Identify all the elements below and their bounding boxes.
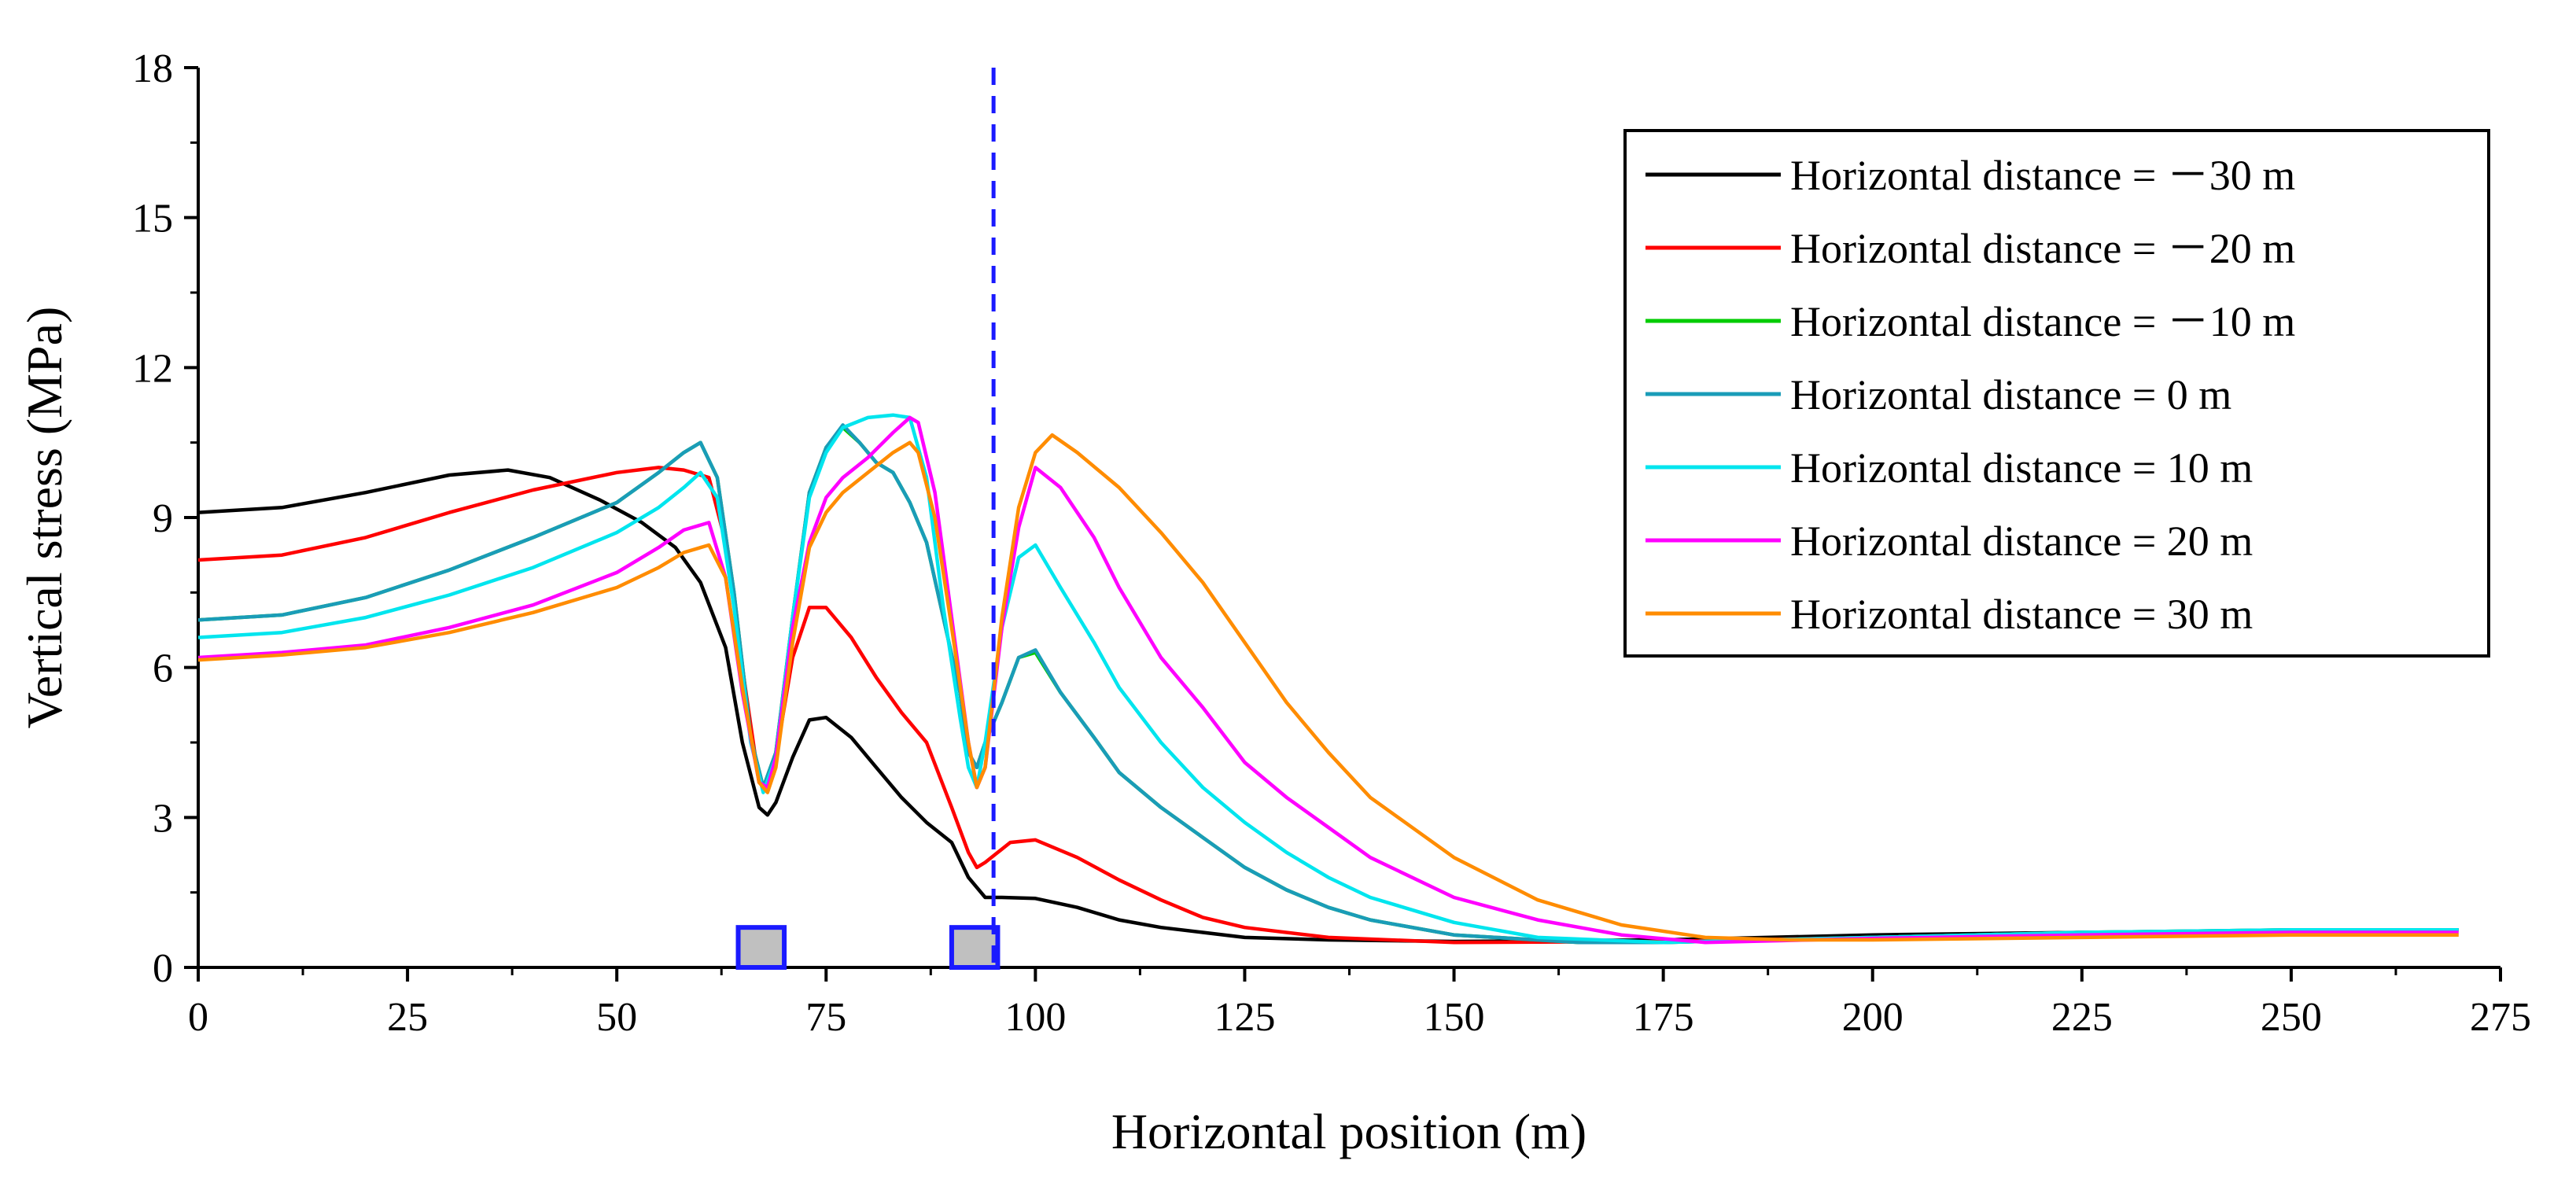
series-line-1 bbox=[197, 466, 2459, 945]
x-tick-label: 150 bbox=[1424, 995, 1485, 1040]
x-tick-label: 250 bbox=[2261, 995, 2322, 1040]
x-tick-label: 25 bbox=[387, 995, 428, 1040]
series-layer bbox=[197, 413, 2459, 945]
x-tick-label: 275 bbox=[2470, 995, 2531, 1040]
y-tick-label: 6 bbox=[153, 647, 173, 691]
y-tick-label: 3 bbox=[153, 796, 173, 841]
marker-roadway-2 bbox=[949, 925, 1001, 970]
ticks-layer: 0 25 50 75 100 125 150 175 200 225 250 275 0 3 6 9 12 15 1… bbox=[132, 46, 2531, 1040]
y-tick-label: 12 bbox=[132, 346, 173, 391]
legend-label-3: Horizontal distance = 0 m bbox=[1790, 371, 2231, 418]
x-tick-label: 0 bbox=[188, 995, 208, 1040]
series-line-4 bbox=[197, 413, 2459, 945]
x-tick-label: 125 bbox=[1214, 995, 1275, 1040]
marker-roadway-1 bbox=[735, 925, 787, 970]
y-axis-title: Vertical stress (MPa) bbox=[17, 307, 72, 729]
x-tick-label: 200 bbox=[1842, 995, 1903, 1040]
legend-label-1: Horizontal distance = －20 m bbox=[1790, 225, 2295, 272]
legend-items: Horizontal distance = －30 m Horizontal di… bbox=[1645, 152, 2295, 638]
x-axis-title: Horizontal position (m) bbox=[1111, 1103, 1587, 1159]
legend-label-4: Horizontal distance = 10 m bbox=[1790, 444, 2253, 492]
markers-layer bbox=[735, 925, 1001, 970]
legend-label-6: Horizontal distance = 30 m bbox=[1790, 591, 2253, 638]
series-line-6 bbox=[197, 433, 2459, 942]
x-tick-label: 225 bbox=[2051, 995, 2113, 1040]
x-tick-label: 75 bbox=[805, 995, 846, 1040]
legend-label-2: Horizontal distance = －10 m bbox=[1790, 298, 2295, 345]
legend-label-0: Horizontal distance = －30 m bbox=[1790, 152, 2295, 199]
y-tick-label: 18 bbox=[132, 46, 173, 91]
legend-label-5: Horizontal distance = 20 m bbox=[1790, 518, 2253, 565]
y-tick-label: 15 bbox=[132, 197, 173, 241]
x-tick-label: 100 bbox=[1004, 995, 1066, 1040]
legend: Horizontal distance = －30 m Horizontal di… bbox=[1623, 129, 2490, 658]
x-tick-label: 175 bbox=[1633, 995, 1694, 1040]
x-tick-label: 50 bbox=[596, 995, 637, 1040]
y-tick-label: 9 bbox=[153, 496, 173, 541]
y-tick-label: 0 bbox=[153, 946, 173, 991]
series-line-0 bbox=[197, 468, 2459, 944]
